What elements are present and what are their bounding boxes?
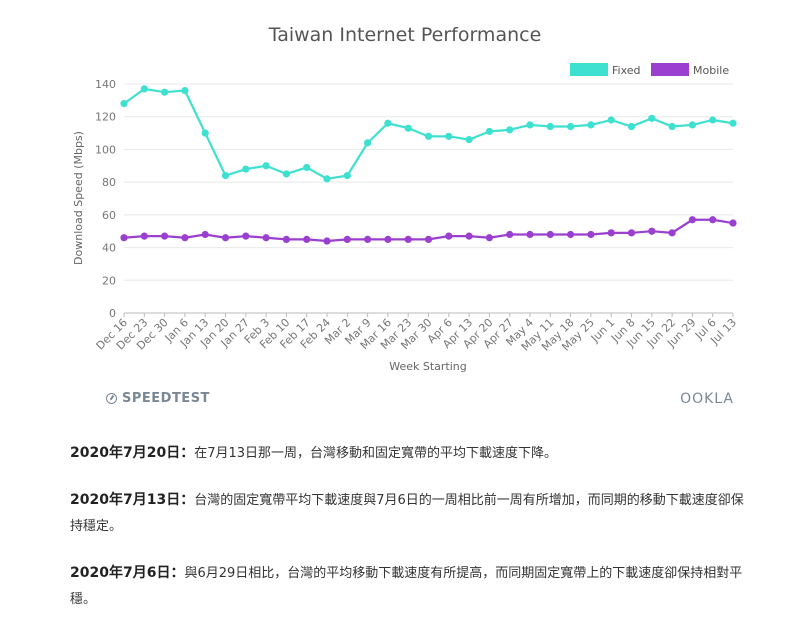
data-point-fixed bbox=[729, 119, 737, 127]
data-point-fixed bbox=[343, 172, 351, 180]
speedtest-wordmark: SPEEDTEST bbox=[122, 391, 210, 406]
data-point-fixed bbox=[140, 85, 148, 93]
data-point-mobile bbox=[526, 230, 534, 239]
y-tick-label: 0 bbox=[109, 307, 116, 320]
data-point-fixed bbox=[364, 139, 372, 147]
data-point-mobile bbox=[709, 216, 717, 224]
data-point-fixed bbox=[424, 132, 433, 140]
data-point-mobile bbox=[323, 237, 331, 245]
data-point-mobile bbox=[485, 234, 493, 242]
data-point-mobile bbox=[546, 230, 554, 239]
data-point-mobile bbox=[384, 235, 392, 243]
data-point-fixed bbox=[607, 116, 615, 124]
x-axis-label: Week Starting bbox=[389, 360, 467, 373]
y-tick-label: 100 bbox=[95, 143, 116, 156]
y-tick-label: 120 bbox=[95, 111, 116, 124]
update-item: 2020年7月6日：與6月29日相比，台灣的平均移動下載速度有所提高，而同期固定… bbox=[70, 560, 750, 613]
data-point-mobile bbox=[445, 232, 453, 240]
data-point-mobile bbox=[161, 232, 169, 240]
data-point-fixed bbox=[465, 136, 473, 144]
chart-title: Taiwan Internet Performance bbox=[268, 24, 542, 46]
data-point-mobile bbox=[424, 235, 433, 243]
data-point-fixed bbox=[384, 119, 392, 127]
legend-label-fixed: Fixed bbox=[612, 64, 641, 77]
data-point-mobile bbox=[181, 234, 189, 242]
data-point-mobile bbox=[627, 229, 636, 237]
data-point-mobile bbox=[120, 234, 128, 242]
data-point-mobile bbox=[668, 229, 676, 237]
legend-label-mobile: Mobile bbox=[693, 64, 729, 77]
ookla-logo: OOKLA bbox=[680, 391, 734, 407]
data-point-mobile bbox=[364, 235, 372, 243]
y-tick-label: 140 bbox=[95, 78, 116, 91]
data-point-fixed bbox=[627, 122, 636, 131]
y-tick-label: 40 bbox=[102, 242, 116, 255]
y-tick-label: 60 bbox=[102, 209, 116, 222]
data-point-mobile bbox=[282, 235, 290, 243]
y-tick-label: 80 bbox=[102, 176, 116, 189]
legend-swatch-fixed bbox=[570, 63, 608, 76]
update-item: 2020年7月20日：在7月13日那一周，台灣移動和固定寬帶的平均下載速度下降。 bbox=[70, 440, 750, 467]
chart-container: Taiwan Internet Performance 0 20 40 60 80 100 1… bbox=[72, 24, 739, 373]
update-list: 2020年7月20日：在7月13日那一周，台灣移動和固定寬帶的平均下載速度下降。… bbox=[70, 440, 750, 633]
data-point-mobile bbox=[343, 235, 351, 243]
update-text: 在7月13日那一周，台灣移動和固定寬帶的平均下載速度下降。 bbox=[194, 446, 558, 461]
data-point-fixed bbox=[587, 121, 595, 129]
data-point-fixed bbox=[262, 162, 270, 170]
data-point-fixed bbox=[546, 122, 554, 131]
update-text: 與6月29日相比，台灣的平均移動下載速度有所提高，而同期固定寬帶上的下載速度卻保… bbox=[70, 566, 743, 607]
gauge-icon bbox=[106, 393, 117, 404]
data-point-fixed bbox=[445, 132, 453, 140]
data-point-fixed bbox=[201, 129, 209, 137]
data-point-fixed bbox=[120, 100, 128, 108]
data-point-mobile bbox=[729, 219, 737, 227]
data-point-mobile bbox=[303, 235, 311, 243]
data-point-mobile bbox=[140, 232, 148, 240]
data-point-mobile bbox=[587, 230, 595, 239]
data-point-fixed bbox=[485, 127, 493, 136]
data-point-mobile bbox=[465, 232, 473, 240]
speedtest-logo: SPEEDTEST bbox=[106, 391, 210, 406]
data-point-fixed bbox=[323, 175, 331, 183]
data-point-mobile bbox=[201, 230, 209, 239]
download-speed-chart: Taiwan Internet Performance 0 20 40 60 80 100 1… bbox=[72, 24, 739, 373]
update-item: 2020年7月13日：台灣的固定寬帶平均下載速度與7月6日的一周相比前一周有所增… bbox=[70, 487, 750, 540]
y-tick-label: 20 bbox=[102, 274, 116, 287]
data-point-fixed bbox=[282, 170, 290, 178]
data-point-fixed bbox=[688, 121, 697, 129]
data-point-fixed bbox=[221, 172, 230, 180]
data-point-mobile bbox=[607, 229, 615, 237]
data-point-mobile bbox=[648, 227, 656, 235]
data-point-fixed bbox=[709, 116, 717, 124]
data-point-mobile bbox=[404, 235, 412, 243]
data-point-fixed bbox=[404, 124, 412, 132]
update-text: 台灣的固定寬帶平均下載速度與7月6日的一周相比前一周有所增加，而同期的移動下載速… bbox=[70, 493, 744, 534]
data-point-fixed bbox=[242, 165, 250, 173]
data-point-fixed bbox=[526, 121, 534, 129]
data-point-mobile bbox=[262, 234, 270, 242]
data-point-fixed bbox=[668, 122, 676, 131]
data-point-fixed bbox=[303, 163, 311, 172]
update-date: 2020年7月20日： bbox=[70, 445, 195, 461]
data-point-fixed bbox=[161, 88, 169, 96]
data-point-fixed bbox=[567, 122, 575, 131]
data-point-mobile bbox=[506, 230, 514, 239]
data-point-fixed bbox=[506, 126, 514, 134]
data-point-mobile bbox=[242, 232, 250, 240]
update-date: 2020年7月13日： bbox=[70, 492, 195, 508]
y-axis-label: Download Speed (Mbps) bbox=[72, 131, 85, 265]
data-point-mobile bbox=[688, 216, 697, 224]
legend-swatch-mobile bbox=[651, 63, 689, 76]
data-point-fixed bbox=[648, 114, 656, 122]
update-date: 2020年7月6日： bbox=[70, 565, 185, 581]
data-point-fixed bbox=[181, 86, 189, 95]
data-point-mobile bbox=[567, 230, 575, 239]
data-point-mobile bbox=[221, 234, 230, 242]
